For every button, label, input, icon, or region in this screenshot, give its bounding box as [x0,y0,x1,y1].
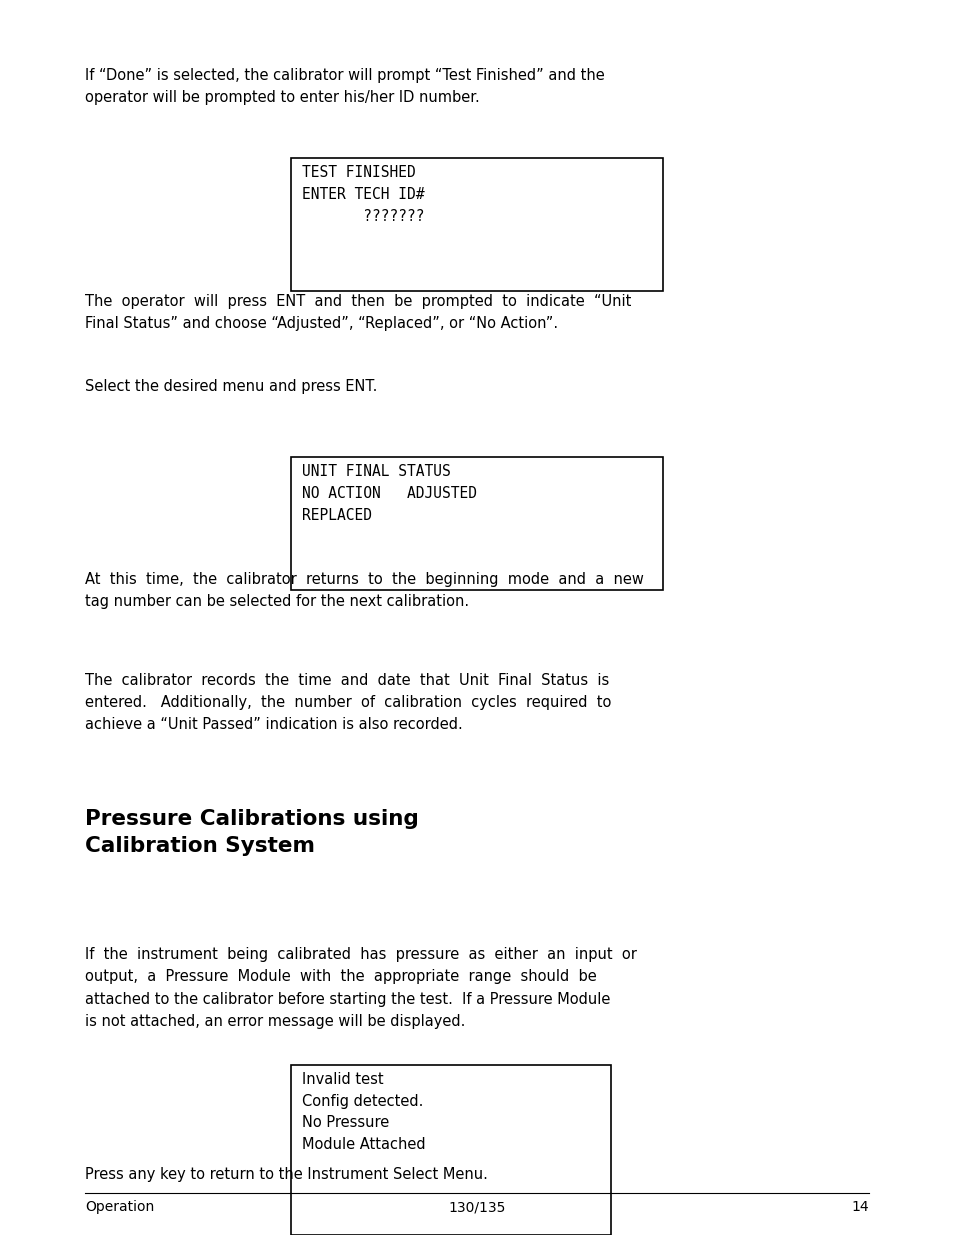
Text: Operation: Operation [85,1200,154,1214]
Text: The  operator  will  press  ENT  and  then  be  prompted  to  indicate  “Unit
Fi: The operator will press ENT and then be … [85,294,631,331]
FancyBboxPatch shape [291,158,662,291]
FancyBboxPatch shape [291,457,662,590]
Text: 130/135: 130/135 [448,1200,505,1214]
Text: 14: 14 [850,1200,868,1214]
Text: Press any key to return to the Instrument Select Menu.: Press any key to return to the Instrumen… [85,1167,487,1182]
Text: Select the desired menu and press ENT.: Select the desired menu and press ENT. [85,379,377,394]
Text: If “Done” is selected, the calibrator will prompt “Test Finished” and the
operat: If “Done” is selected, the calibrator wi… [85,68,604,105]
Text: The  calibrator  records  the  time  and  date  that  Unit  Final  Status  is
en: The calibrator records the time and date… [85,673,611,732]
Text: UNIT FINAL STATUS
NO ACTION   ADJUSTED
REPLACED: UNIT FINAL STATUS NO ACTION ADJUSTED REP… [302,464,476,522]
FancyBboxPatch shape [291,1065,610,1235]
Text: At  this  time,  the  calibrator  returns  to  the  beginning  mode  and  a  new: At this time, the calibrator returns to … [85,572,643,609]
Text: TEST FINISHED
ENTER TECH ID#
       ???????: TEST FINISHED ENTER TECH ID# ??????? [302,165,424,224]
Text: Invalid test
Config detected.
No Pressure
Module Attached: Invalid test Config detected. No Pressur… [302,1072,426,1152]
Text: Pressure Calibrations using
Calibration System: Pressure Calibrations using Calibration … [85,809,418,856]
Text: If  the  instrument  being  calibrated  has  pressure  as  either  an  input  or: If the instrument being calibrated has p… [85,947,637,1029]
